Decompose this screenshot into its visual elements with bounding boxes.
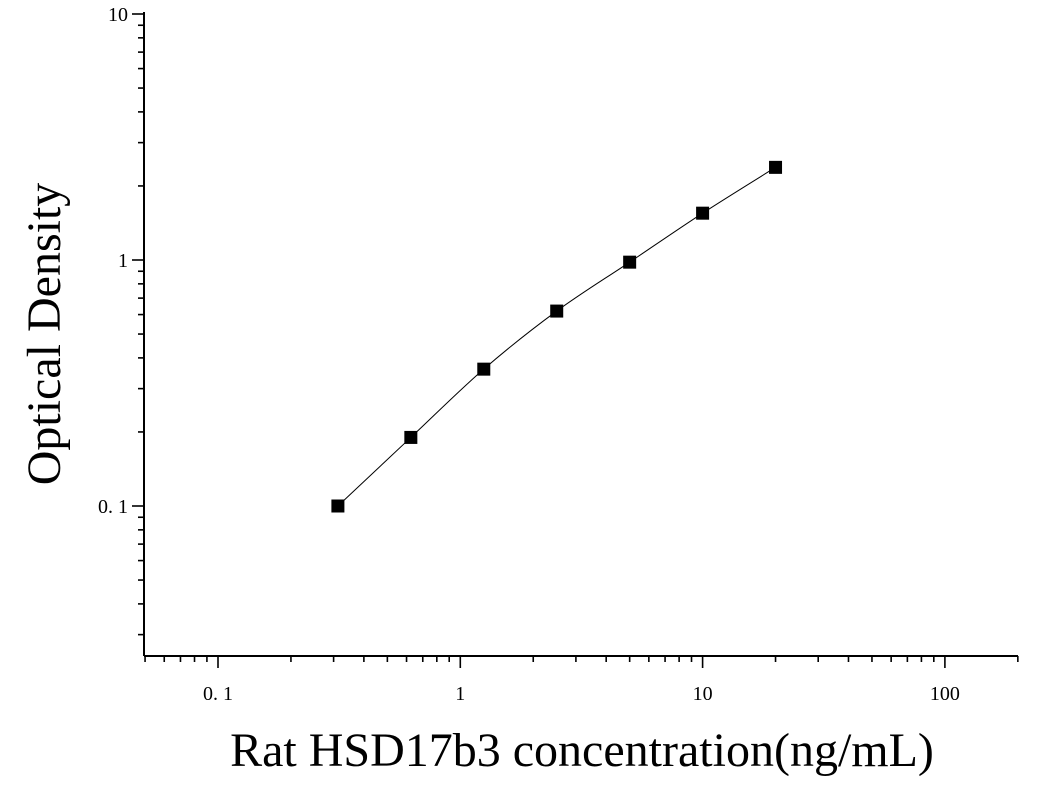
- major-ticks: [132, 13, 946, 668]
- data-point-marker: [404, 430, 418, 444]
- data-point-marker: [623, 255, 637, 269]
- x-tick-label: 1: [455, 683, 465, 705]
- data-point-marker: [696, 206, 710, 220]
- x-tick-label: 0. 1: [203, 683, 233, 705]
- data-point-marker: [769, 160, 783, 174]
- y-tick-label: 1: [118, 250, 128, 272]
- fit-curve: [337, 166, 776, 507]
- tick-labels: 0. 1 1 10 100 0. 1 1 10: [98, 4, 960, 705]
- data-point-marker: [477, 362, 491, 376]
- y-axis-title: Optical Density: [18, 183, 71, 486]
- y-tick-label: 10: [108, 4, 128, 26]
- data-point-marker: [550, 304, 564, 318]
- x-tick-label: 100: [930, 683, 960, 705]
- data-point-marker: [331, 499, 345, 513]
- data-markers: [331, 160, 783, 513]
- minor-ticks: [138, 24, 1019, 662]
- y-tick-label: 0. 1: [98, 496, 128, 518]
- x-tick-label: 10: [693, 683, 713, 705]
- x-axis-title: Rat HSD17b3 concentration(ng/mL): [230, 724, 934, 777]
